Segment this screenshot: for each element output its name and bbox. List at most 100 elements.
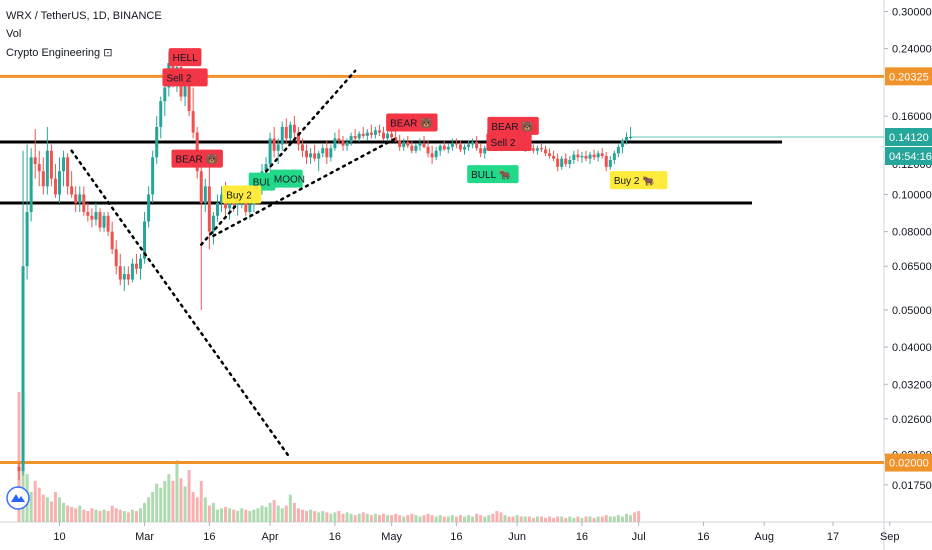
- volume-bar: [434, 516, 438, 522]
- volume-bar: [479, 515, 483, 522]
- volume-bar: [317, 512, 321, 522]
- volume-bar: [143, 502, 147, 522]
- candle-body: [430, 153, 434, 158]
- volume-bar: [454, 516, 458, 522]
- candle-body: [442, 145, 446, 150]
- volume-bar: [45, 497, 49, 522]
- candle-body: [450, 143, 454, 147]
- volume-bar: [139, 508, 142, 522]
- volume-bar: [515, 515, 519, 522]
- volume-bar: [446, 516, 450, 522]
- candle-body: [365, 132, 369, 137]
- candle-body: [539, 148, 543, 150]
- volume-bar: [17, 392, 21, 522]
- candle-body: [147, 194, 151, 222]
- volume-bar: [163, 480, 167, 522]
- dotted-trendline: [212, 137, 397, 238]
- candle-body: [106, 215, 110, 232]
- volume-bar: [211, 502, 215, 522]
- candle-body: [458, 144, 462, 150]
- candle-body: [434, 150, 438, 158]
- candle-body: [544, 149, 547, 154]
- y-tick-label: 0.06500: [892, 261, 932, 273]
- candle-body: [353, 136, 357, 139]
- symbol-title[interactable]: WRX / TetherUS, 1D, BINANCE: [6, 10, 162, 22]
- volume-indicator-label[interactable]: Vol: [6, 28, 22, 40]
- volume-bar: [349, 513, 353, 522]
- candle-body: [608, 159, 612, 167]
- volume-bar: [527, 516, 531, 522]
- volume-bar: [463, 516, 466, 522]
- candle-body: [276, 144, 280, 151]
- candle-body: [329, 148, 333, 158]
- volume-bar: [487, 515, 491, 522]
- crypto-engineering-indicator-label[interactable]: Crypto Engineering ⊡: [6, 47, 113, 59]
- volume-bar: [187, 470, 191, 522]
- volume-bar: [365, 513, 369, 522]
- candle-body: [402, 142, 406, 147]
- volume-bar: [564, 517, 568, 522]
- signal-label-text: BEAR 🐻: [491, 120, 534, 133]
- volume-bar: [406, 515, 410, 522]
- volume-bar: [402, 516, 406, 522]
- candle-body: [471, 142, 475, 145]
- volume-bar: [86, 511, 90, 522]
- level-price-badge: [885, 453, 932, 472]
- candle-body: [552, 155, 556, 159]
- volume-bar: [94, 509, 98, 522]
- volume-bar: [531, 517, 535, 522]
- candle-body: [37, 164, 41, 172]
- candle-body: [548, 153, 552, 156]
- candle-body: [292, 124, 296, 133]
- signal-label-buy: [269, 169, 303, 188]
- volume-bar: [280, 508, 284, 522]
- volume-bar: [240, 508, 244, 522]
- volume-bar: [90, 508, 94, 522]
- volume-bar: [629, 515, 633, 522]
- candle-body: [264, 164, 268, 172]
- level-price-badge: [885, 67, 932, 86]
- volume-bar: [228, 508, 232, 522]
- candle-body: [333, 138, 337, 149]
- candle-body: [21, 266, 25, 472]
- candle-body: [349, 136, 353, 143]
- x-tick-label: Apr: [262, 531, 279, 543]
- candle-body: [272, 138, 276, 151]
- candle-body: [325, 148, 329, 158]
- volume-bar: [519, 516, 523, 522]
- candle-body: [187, 79, 191, 112]
- volume-bar: [398, 515, 402, 522]
- candle-body: [102, 215, 106, 228]
- volume-bar: [503, 515, 507, 522]
- volume-bar: [305, 511, 309, 522]
- candle-body: [98, 212, 102, 228]
- signal-label-sell: [168, 48, 202, 67]
- x-tick-label: 16: [697, 531, 709, 543]
- volume-bar: [523, 516, 527, 522]
- volume-bar: [588, 516, 592, 522]
- signal-label-sell: [486, 133, 532, 152]
- volume-bar: [264, 506, 268, 522]
- candle-body: [398, 140, 402, 147]
- candle-body: [580, 155, 584, 158]
- volume-bar: [74, 508, 78, 522]
- volume-bar: [114, 508, 118, 522]
- volume-bar: [390, 515, 394, 522]
- candle-body: [33, 157, 37, 165]
- tradingview-mark-icon: [11, 494, 25, 502]
- candle-body: [588, 154, 592, 159]
- x-tick-label: 10: [53, 531, 65, 543]
- candle-body: [572, 154, 576, 160]
- signal-label-buy: [467, 165, 519, 184]
- candle-body: [317, 153, 321, 159]
- volume-bar: [418, 516, 422, 522]
- x-tick-label: Mar: [135, 531, 154, 543]
- volume-bar: [548, 516, 552, 522]
- y-tick-label: 0.16000: [892, 111, 932, 123]
- y-tick-label: 0.08000: [892, 227, 932, 239]
- candle-body: [118, 266, 122, 280]
- volume-bar: [248, 511, 252, 522]
- candle-body: [155, 126, 159, 158]
- candle-body: [17, 466, 21, 472]
